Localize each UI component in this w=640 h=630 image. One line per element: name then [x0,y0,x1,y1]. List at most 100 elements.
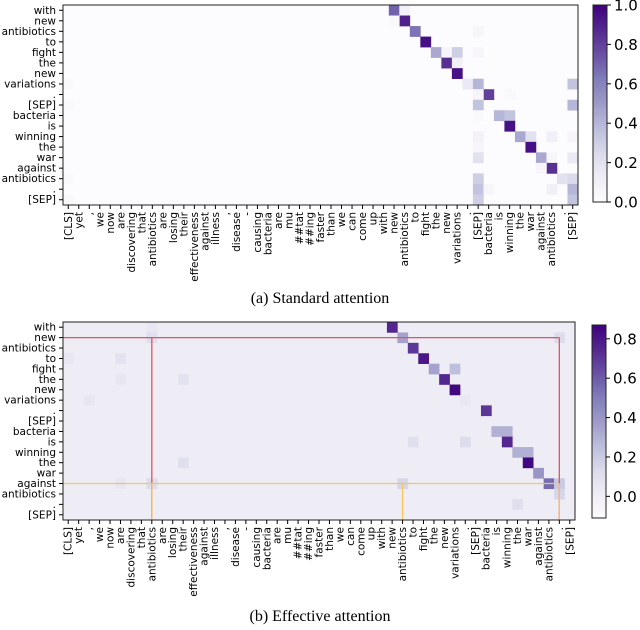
x-tick-label: losing [168,212,180,243]
y-tick-label: the [39,457,56,469]
x-tick-label: ##ing [303,527,315,561]
y-tick-label: winning [15,131,56,143]
x-tick-label: . [460,527,472,530]
x-tick-label: to [408,527,420,538]
x-tick-label: - [241,212,253,216]
x-tick-label: that [136,212,148,233]
heatmap-cell [472,141,484,153]
x-tick-label: new [439,527,451,549]
heatmap-cell [567,173,579,185]
y-tick-label: fight [32,47,56,59]
heatmap-cell [480,405,492,417]
y-tick-label: antibiotics [2,488,56,500]
y-tick-label: [SEP] [28,194,56,206]
x-tick-label: antibiotics [397,527,409,581]
heatmap-cell [472,173,484,185]
y-tick-label: to [45,36,56,48]
x-tick-label: to [410,212,422,223]
y-tick-label: antibiotics [2,343,56,355]
x-tick-label: winning [502,527,514,568]
y-tick-label: [SEP] [28,509,56,521]
x-tick-label: [CLS] [63,212,75,240]
heatmap-cell [472,26,484,37]
x-tick-label: , [84,527,96,530]
heatmap-cell [399,15,411,27]
heatmap-cell [460,394,471,406]
x-tick-label: illness [210,212,222,245]
x-tick-label: [SEP] [470,527,482,555]
colorbar-tick-label: 0.4 [614,115,638,133]
x-tick-label: faster [314,526,326,557]
y-tick-label: variations [4,395,56,407]
colorbar-tick-label: 0.2 [614,154,638,172]
heatmap-cell [567,78,579,90]
x-tick-label: causing [252,212,264,253]
heatmap-cell [556,173,568,185]
heatmap-cell [504,120,516,132]
x-tick-label: variations [452,212,464,264]
x-tick-label: with [376,527,388,549]
x-tick-label: disease [230,527,242,567]
heatmap-cell [420,36,432,48]
y-tick-label: new [34,68,56,80]
x-tick-label: ##tat [293,527,305,559]
x-tick-label: disease [231,212,243,252]
heatmap-cell [472,194,484,206]
heatmap-cell [472,110,484,122]
y-tick-label: [SEP] [28,416,56,428]
x-tick-label: effectiveness [188,527,200,597]
x-tick-label: . [557,212,569,215]
heatmap-cell [504,89,516,101]
x-tick-label: yet [73,212,85,229]
heatmap-cell [525,131,537,143]
x-tick-label: antibiotics [546,212,558,266]
heatmap-1: withnewantibioticstofightthenewvariation… [2,321,637,597]
x-tick-label: are [273,212,285,229]
x-tick-label: are [157,527,169,544]
colorbar-tick-label: 0.8 [613,330,637,348]
heatmap-cell [567,152,579,164]
y-tick-label: [SEP] [28,100,56,112]
heatmap-cell [63,78,74,90]
x-tick-label: [CLS] [63,527,75,555]
x-tick-label: winning [504,212,516,253]
x-tick-label: bacteria [481,527,493,570]
heatmap-cell [63,173,74,185]
heatmap-cell [472,183,484,195]
heatmap-cell [407,342,419,354]
x-tick-label: now [105,212,117,234]
heatmap-cell [504,110,516,122]
y-tick-label: new [34,332,56,344]
x-tick-label: discovering [126,212,138,272]
x-tick-label: are [272,527,284,544]
x-tick-label: war [525,211,537,231]
x-tick-label: we [336,212,348,227]
heatmap-cell [441,57,453,69]
x-tick-label: their [178,526,190,551]
heatmap-cell [472,47,484,58]
heatmap-cell [512,447,524,458]
heatmap-cell [546,183,558,195]
heatmap-cell [115,353,126,364]
heatmap-cell [460,436,471,448]
heatmap-cell [501,436,513,448]
x-tick-label: new [389,212,401,234]
x-tick-label: come [355,527,367,556]
x-tick-label: now [105,527,117,549]
colorbar-tick-label: 0.6 [614,75,638,93]
x-tick-label: mu [283,212,295,229]
x-tick-label: are [157,212,169,229]
x-tick-label: the [512,527,524,544]
heatmap-cell [428,363,440,375]
x-tick-label: , [219,527,231,530]
heatmap-cell [522,457,534,469]
caption-effective-attention: (b) Effective attention [249,608,391,625]
y-tick-label: the [39,57,56,69]
heatmap-cell [177,457,189,469]
x-tick-label: effectiveness [189,212,201,282]
x-tick-label: yet [73,527,85,544]
x-tick-label: bacteria [261,527,273,570]
x-tick-label: than [324,527,336,551]
heatmap-cell [146,322,158,333]
heatmap-cell [472,152,484,164]
